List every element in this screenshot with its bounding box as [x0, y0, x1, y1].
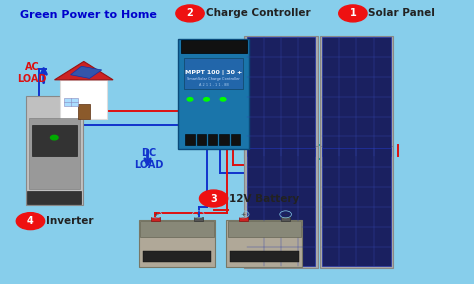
Text: MPPT 100 | 30 +: MPPT 100 | 30 + [185, 70, 242, 75]
Text: Solar Panel: Solar Panel [368, 9, 435, 18]
Circle shape [204, 98, 210, 101]
FancyBboxPatch shape [32, 125, 77, 156]
Circle shape [187, 98, 193, 101]
FancyBboxPatch shape [227, 220, 302, 267]
Text: +: + [240, 212, 246, 217]
FancyBboxPatch shape [244, 146, 318, 268]
FancyBboxPatch shape [244, 36, 318, 158]
FancyBboxPatch shape [231, 134, 240, 145]
Text: A 2 1 1 - 1 1 - 8B: A 2 1 1 - 1 1 - 8B [199, 83, 228, 87]
Text: 4: 4 [27, 216, 34, 226]
FancyBboxPatch shape [194, 217, 203, 221]
Polygon shape [55, 61, 113, 80]
FancyBboxPatch shape [322, 37, 391, 156]
FancyBboxPatch shape [197, 134, 206, 145]
Text: Inverter: Inverter [46, 216, 93, 226]
Text: 3: 3 [210, 193, 217, 204]
FancyBboxPatch shape [27, 191, 82, 204]
FancyBboxPatch shape [228, 221, 301, 237]
FancyBboxPatch shape [239, 217, 247, 221]
FancyBboxPatch shape [246, 37, 315, 156]
Polygon shape [71, 66, 102, 78]
Text: 12V Battery: 12V Battery [229, 193, 300, 204]
FancyBboxPatch shape [246, 148, 315, 266]
FancyBboxPatch shape [185, 134, 195, 145]
Text: AC
LOAD: AC LOAD [17, 62, 46, 83]
FancyBboxPatch shape [320, 146, 393, 268]
FancyBboxPatch shape [60, 80, 108, 119]
FancyBboxPatch shape [26, 96, 83, 205]
Circle shape [220, 98, 226, 101]
FancyBboxPatch shape [322, 148, 391, 266]
Text: Green Power to Home: Green Power to Home [20, 10, 157, 20]
Circle shape [339, 5, 367, 22]
Circle shape [176, 5, 204, 22]
FancyBboxPatch shape [139, 220, 215, 267]
Circle shape [200, 190, 228, 207]
Text: -: - [284, 211, 287, 217]
Circle shape [51, 135, 58, 140]
FancyBboxPatch shape [181, 40, 246, 53]
FancyBboxPatch shape [151, 217, 160, 221]
Circle shape [16, 213, 45, 229]
FancyBboxPatch shape [281, 217, 290, 221]
Text: Charge Controller: Charge Controller [206, 9, 310, 18]
FancyBboxPatch shape [184, 58, 243, 89]
FancyBboxPatch shape [178, 39, 249, 149]
Text: DC
LOAD: DC LOAD [134, 148, 163, 170]
Text: +: + [153, 212, 158, 217]
FancyBboxPatch shape [208, 134, 218, 145]
FancyBboxPatch shape [64, 98, 78, 106]
Text: 2: 2 [187, 9, 193, 18]
FancyBboxPatch shape [219, 134, 229, 145]
FancyBboxPatch shape [28, 118, 80, 189]
FancyBboxPatch shape [320, 36, 393, 158]
FancyBboxPatch shape [230, 250, 299, 262]
Text: -: - [197, 211, 200, 217]
Text: 1: 1 [349, 9, 356, 18]
FancyBboxPatch shape [143, 250, 211, 262]
FancyBboxPatch shape [140, 221, 214, 237]
Text: SmartSolar Charge Controller: SmartSolar Charge Controller [187, 77, 240, 81]
FancyBboxPatch shape [78, 104, 90, 119]
